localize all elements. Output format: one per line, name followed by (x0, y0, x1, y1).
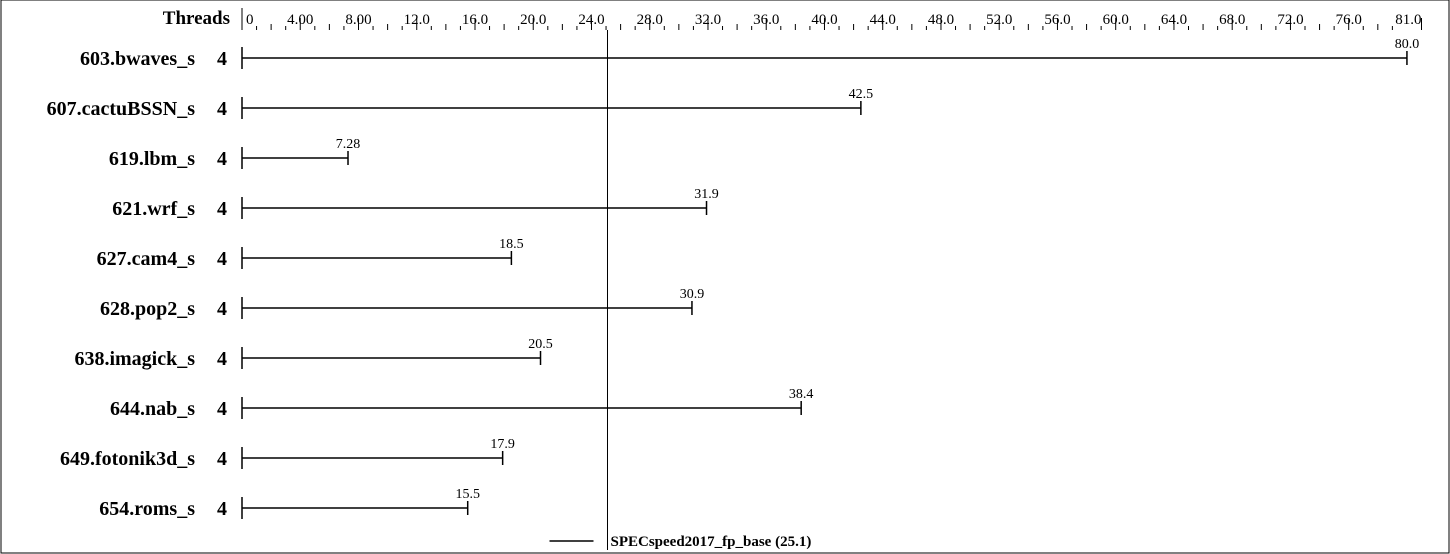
bar-value-label: 17.9 (490, 437, 515, 452)
benchmark-name: 654.roms_s (99, 498, 195, 520)
x-tick-label: 52.0 (986, 12, 1012, 28)
x-tick-label: 72.0 (1277, 12, 1303, 28)
x-tick-label: 8.00 (345, 12, 371, 28)
x-axis: 0 4.00 8.00 12.0 16.0 20.0 24.0 28.0 32.0 36.0 40.… (246, 12, 1422, 30)
x-tick-label: 12.0 (404, 12, 430, 28)
x-tick-label: 64.0 (1161, 12, 1187, 28)
bar-value-label: 7.28 (336, 137, 361, 152)
bar-value-label: 80.0 (1395, 37, 1420, 52)
x-tick-label: 44.0 (870, 12, 896, 28)
benchmark-name: 627.cam4_s (97, 248, 196, 270)
threads-value: 4 (217, 498, 227, 520)
x-tick-label: 68.0 (1219, 12, 1245, 28)
threads-value: 4 (217, 348, 227, 370)
legend-label: SPECspeed2017_fp_base (25.1) (610, 534, 811, 550)
threads-value: 4 (217, 148, 227, 170)
benchmark-name: 644.nab_s (110, 398, 195, 420)
benchmark-name: 603.bwaves_s (80, 48, 195, 70)
x-tick-label: 0 (246, 12, 254, 28)
threads-value: 4 (217, 48, 227, 70)
threads-value: 4 (217, 248, 227, 270)
benchmark-name: 649.fotonik3d_s (60, 448, 195, 470)
x-tick-label: 48.0 (928, 12, 954, 28)
x-tick-label: 56.0 (1044, 12, 1070, 28)
bar-value-label: 15.5 (455, 487, 480, 502)
x-tick-label: 16.0 (462, 12, 488, 28)
bar-value-label: 18.5 (499, 237, 524, 252)
x-tick-label: 76.0 (1336, 12, 1362, 28)
threads-value: 4 (217, 448, 227, 470)
x-tick-label: 81.0 (1395, 12, 1421, 28)
x-tick-label: 32.0 (695, 12, 721, 28)
threads-value: 4 (217, 98, 227, 120)
bar-value-label: 20.5 (528, 337, 553, 352)
threads-value: 4 (217, 298, 227, 320)
benchmark-name: 621.wrf_s (112, 198, 195, 220)
x-tick-label: 4.00 (287, 12, 313, 28)
bar-value-label: 42.5 (849, 87, 874, 102)
threads-value: 4 (217, 198, 227, 220)
bar-value-label: 30.9 (680, 287, 705, 302)
x-tick-label: 24.0 (578, 12, 604, 28)
x-tick-label: 28.0 (637, 12, 663, 28)
benchmark-name: 607.cactuBSSN_s (47, 98, 196, 120)
x-tick-label: 40.0 (811, 12, 837, 28)
threads-header: Threads (163, 8, 230, 29)
x-tick-label: 20.0 (520, 12, 546, 28)
bar-value-label: 31.9 (694, 187, 719, 202)
benchmark-name: 638.imagick_s (74, 348, 195, 370)
bars: 603.bwaves_s 4 80.0 607.cactuBSSN_s 4 42.5 619… (47, 37, 1420, 520)
x-tick-label: 36.0 (753, 12, 779, 28)
bar-value-label: 38.4 (789, 387, 814, 402)
x-tick-label: 60.0 (1103, 12, 1129, 28)
threads-value: 4 (217, 398, 227, 420)
benchmark-name: 628.pop2_s (100, 298, 195, 320)
benchmark-name: 619.lbm_s (109, 148, 195, 170)
